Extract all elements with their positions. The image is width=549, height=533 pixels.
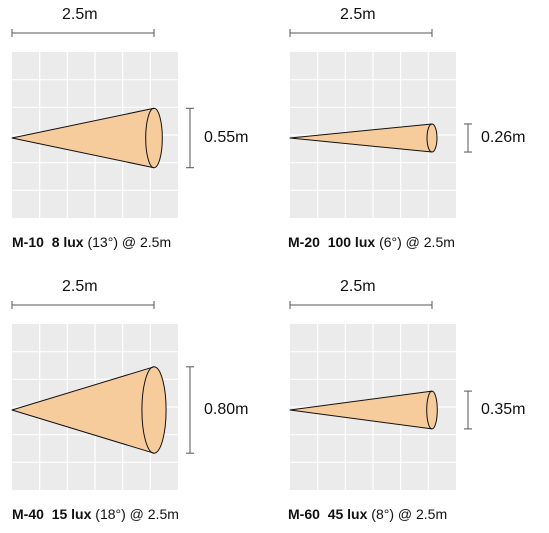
beam-diagram	[11, 301, 194, 490]
beam-cone	[11, 366, 167, 454]
beam-angle: (6°)	[379, 234, 402, 250]
distance-label: 2.5m	[62, 6, 98, 23]
beam-panel-m10: 2.5m 0.55m M-10 8 lux (13°) @ 2.5m	[0, 0, 270, 263]
distance-label: 2.5m	[62, 278, 98, 295]
beam-width-label: 0.80m	[204, 401, 249, 418]
distance-label: 2.5m	[340, 6, 376, 23]
beam-caption: M-20 100 lux (6°) @ 2.5m	[288, 234, 455, 250]
at-distance: @ 2.5m	[121, 234, 172, 250]
at-distance: @ 2.5m	[129, 506, 179, 522]
beam-width-label: 0.55m	[204, 129, 249, 146]
beam-panel-m60: 2.5m 0.35m M-60 45 lux (8°) @ 2.5m	[278, 270, 548, 533]
beam-panel-m20: 2.5m 0.26m M-20 100 lux (6°) @ 2.5m	[278, 0, 548, 263]
beam-cone	[11, 107, 163, 169]
beam-width-label: 0.35m	[481, 401, 526, 418]
at-distance: @ 2.5m	[397, 506, 448, 522]
model-name: M-60	[288, 506, 320, 522]
beam-width-label: 0.26m	[481, 129, 526, 146]
beam-end-ellipse	[145, 107, 155, 169]
lux-value: 45 lux	[327, 506, 368, 522]
model-name: M-20	[288, 234, 320, 250]
lux-value: 100 lux	[327, 234, 376, 250]
lux-value: 15 lux	[51, 506, 92, 522]
beam-caption: M-60 45 lux (8°) @ 2.5m	[288, 506, 447, 522]
distance-label: 2.5m	[340, 278, 376, 295]
beam-diagram	[11, 29, 194, 218]
beam-diagram	[289, 29, 472, 218]
beam-angle: (18°)	[95, 506, 126, 522]
lux-value: 8 lux	[51, 234, 84, 250]
model-name: M-40	[12, 506, 44, 522]
beam-caption: M-10 8 lux (13°) @ 2.5m	[12, 234, 171, 250]
beam-end-ellipse	[141, 366, 155, 454]
beam-cone	[289, 390, 438, 430]
beam-angle: (8°)	[371, 506, 394, 522]
model-name: M-10	[12, 234, 44, 250]
beam-panel-m40: 2.5m 0.80m M-40 15 lux (18°) @ 2.5m	[0, 270, 270, 533]
beam-cone	[289, 123, 438, 153]
beam-caption: M-40 15 lux (18°) @ 2.5m	[12, 506, 179, 522]
at-distance: @ 2.5m	[405, 234, 455, 250]
beam-diagram	[289, 301, 472, 490]
beam-end-ellipse	[426, 390, 433, 430]
beam-end-ellipse	[426, 123, 433, 153]
beam-angle: (13°)	[87, 234, 118, 250]
